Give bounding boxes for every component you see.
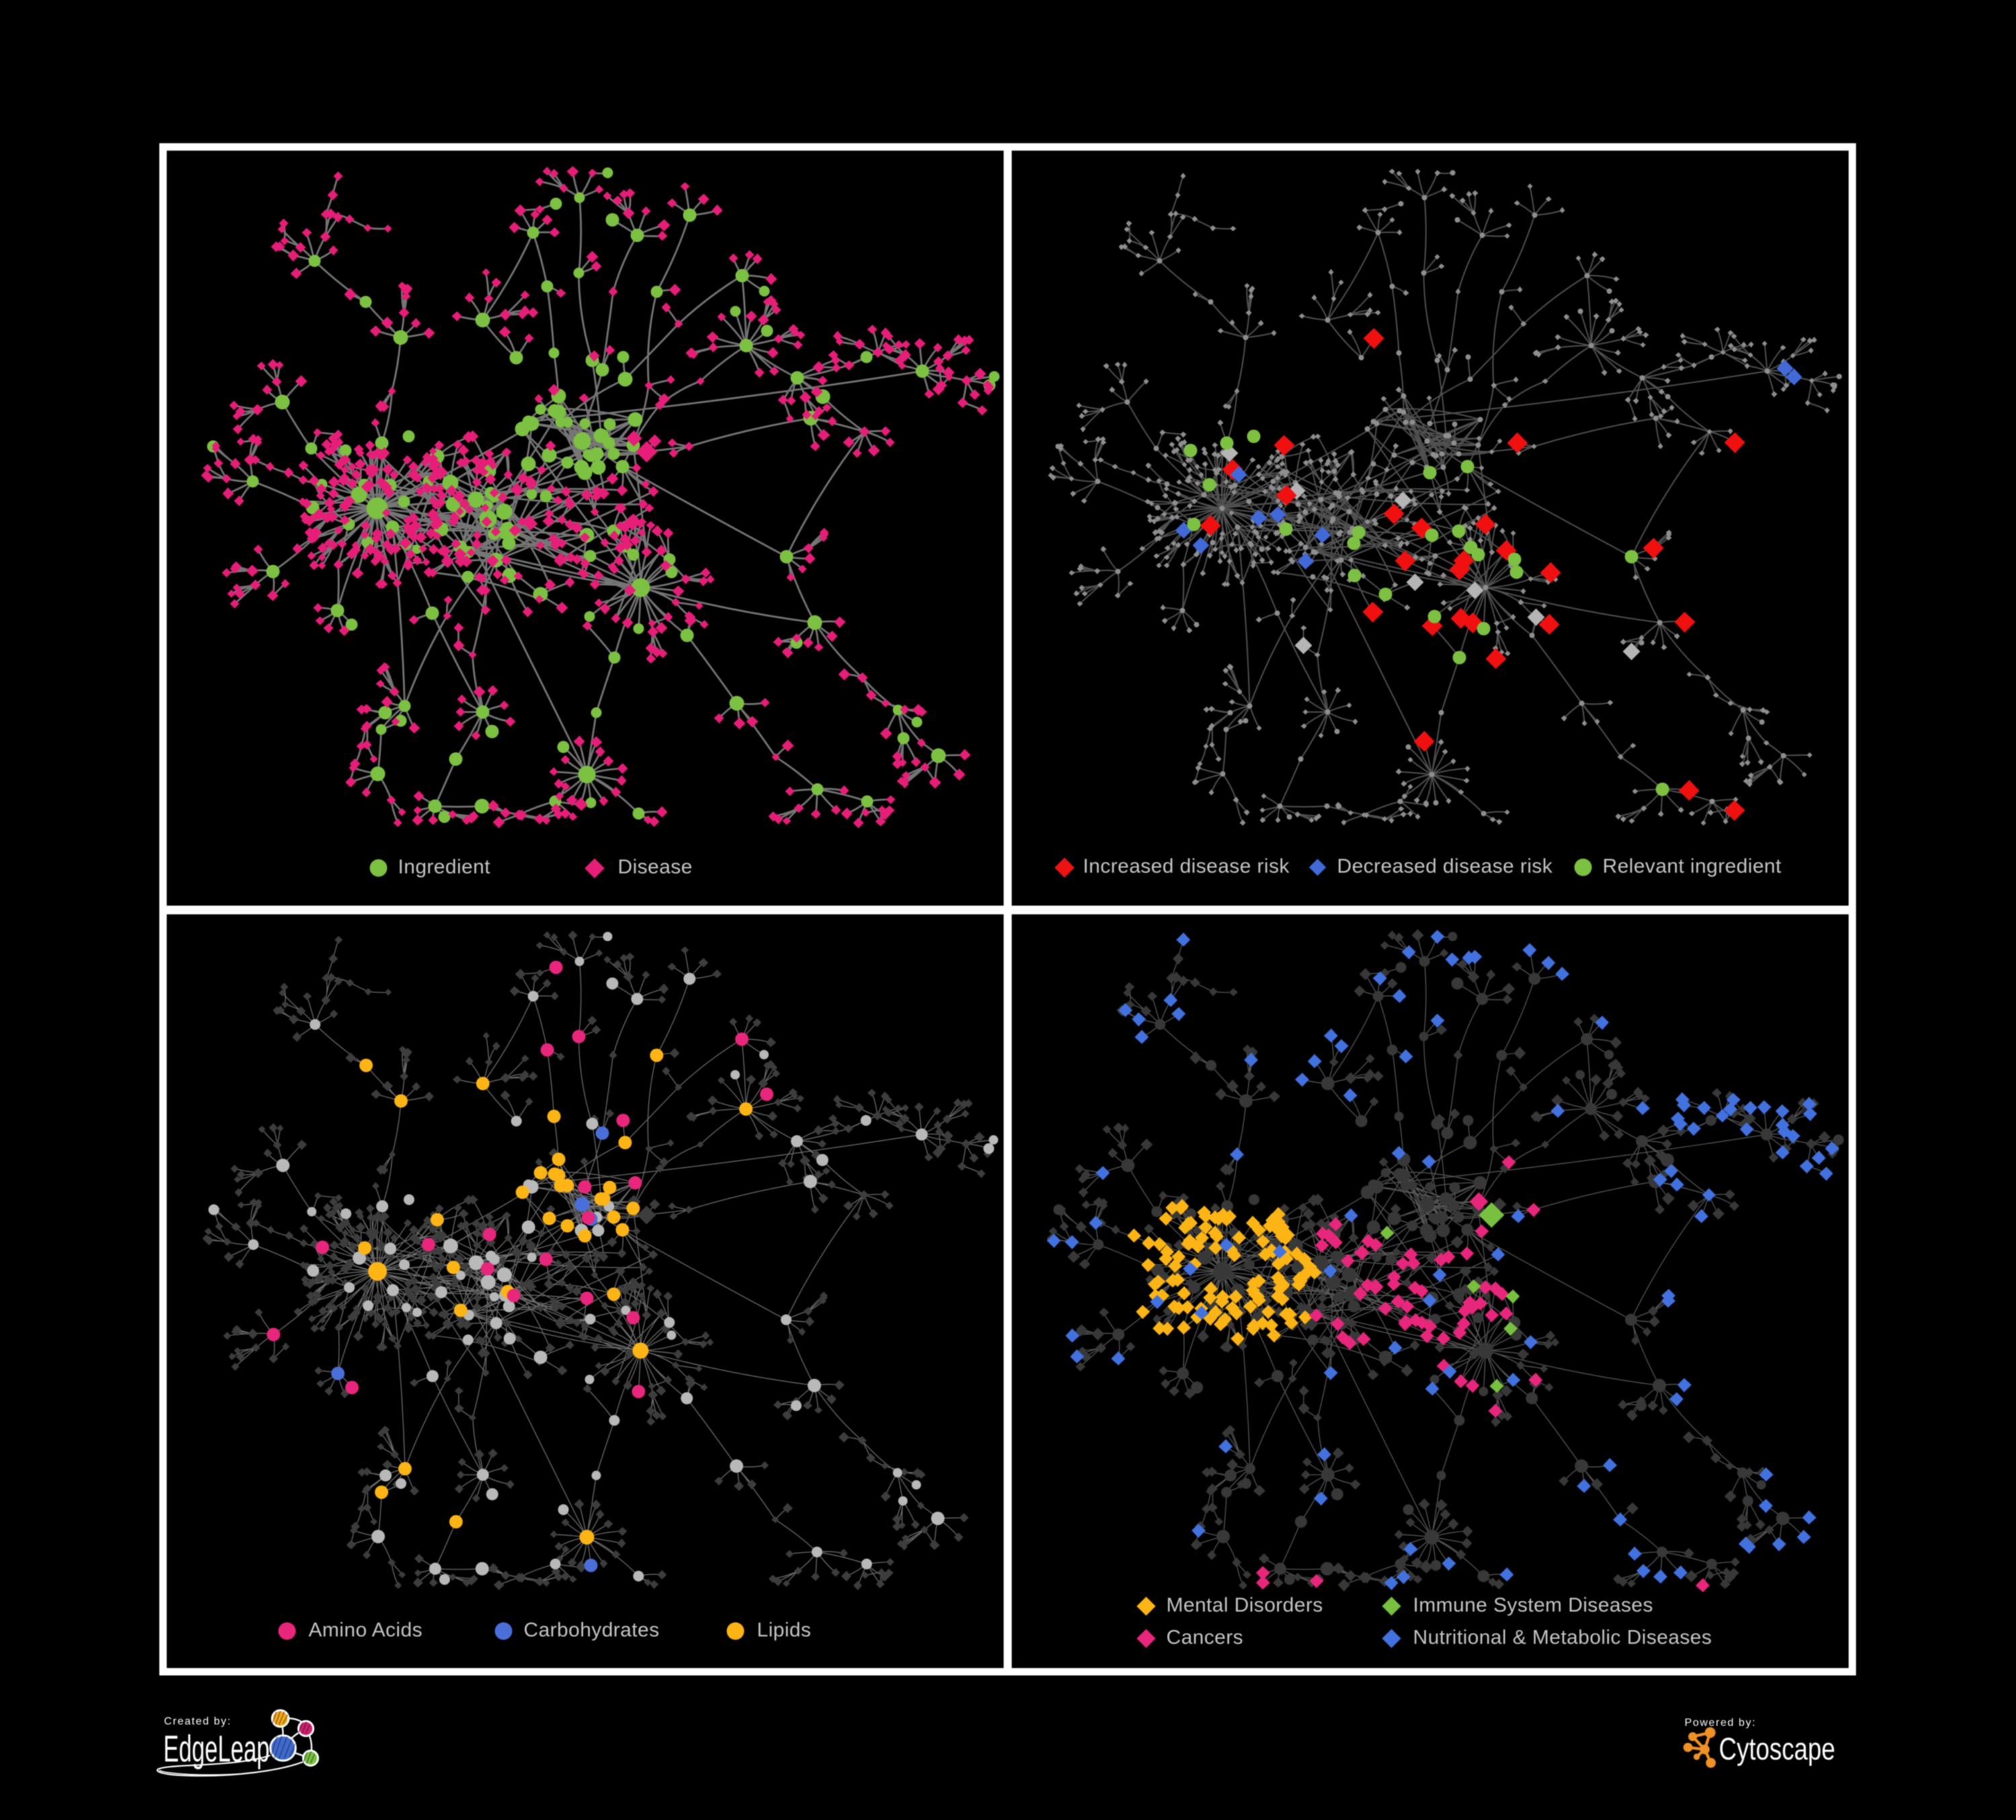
svg-text:Cytoscape: Cytoscape bbox=[1719, 1731, 1835, 1766]
svg-text:Powered by:: Powered by: bbox=[1685, 1717, 1757, 1729]
svg-text:Created by:: Created by: bbox=[164, 1716, 231, 1727]
svg-text:EdgeLeap: EdgeLeap bbox=[163, 1727, 270, 1770]
